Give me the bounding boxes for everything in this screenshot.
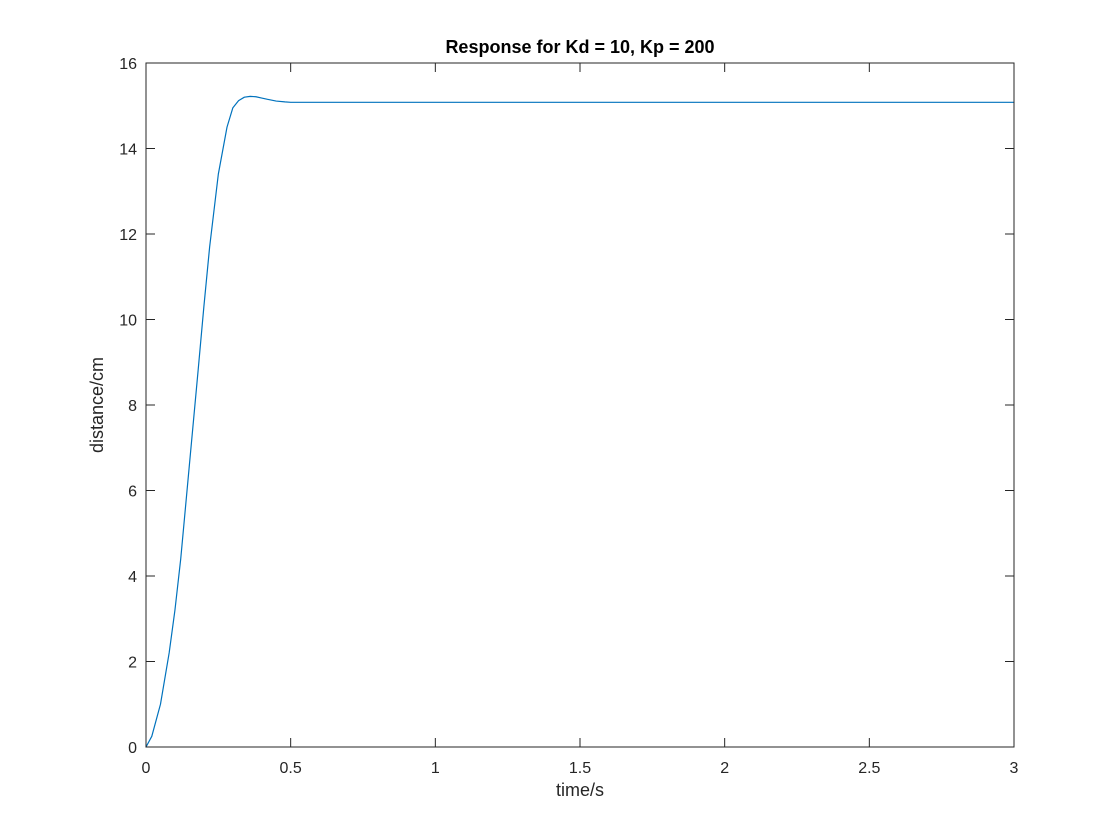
y-tick-label: 0 [128,740,137,757]
y-tick-label: 6 [128,484,137,501]
x-tick-label: 2.5 [858,760,880,777]
y-tick-label: 2 [128,655,137,672]
x-tick-label: 2 [720,760,729,777]
chart-title: Response for Kd = 10, Kp = 200 [445,37,714,57]
y-tick-label: 14 [119,142,137,159]
y-tick-label: 12 [119,227,137,244]
y-tick-label: 16 [119,56,137,73]
x-axis-ticks: 0 0.5 1 1.5 2 2.5 3 [142,63,1019,777]
series-line-0 [145,95,1015,748]
y-tick-label: 8 [128,398,137,415]
series-layer [145,95,1015,748]
x-tick-label: 3 [1010,760,1019,777]
x-axis-label: time/s [556,780,604,800]
x-tick-label: 1.5 [569,760,591,777]
x-tick-label: 0.5 [280,760,302,777]
axes-background [146,63,1014,747]
y-tick-label: 10 [119,313,137,330]
y-tick-label: 4 [128,569,137,586]
y-axis-label: distance/cm [87,357,107,453]
x-tick-label: 1 [431,760,440,777]
x-tick-label: 0 [142,760,151,777]
y-axis-ticks: 0 2 4 6 8 10 12 14 16 [119,56,1014,757]
